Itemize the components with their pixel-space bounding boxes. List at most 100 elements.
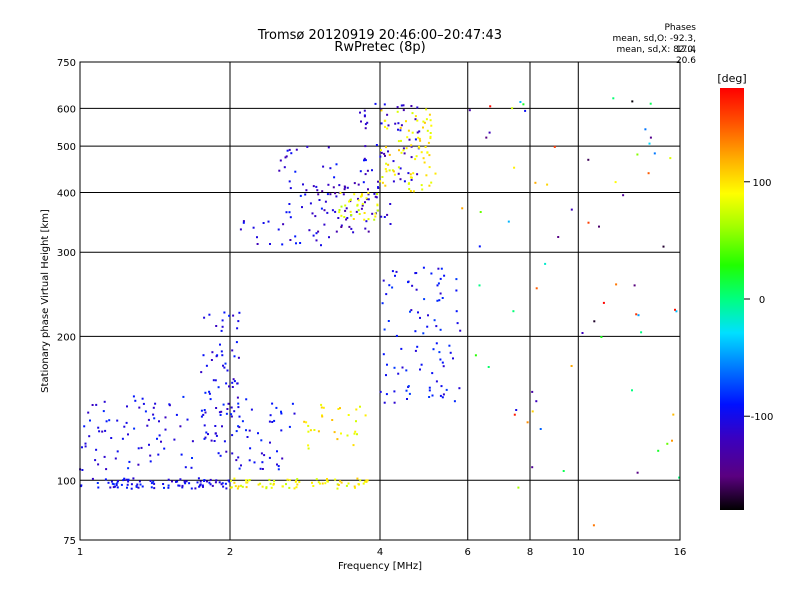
data-point	[669, 157, 672, 160]
data-point	[422, 120, 425, 123]
data-point	[317, 430, 320, 433]
data-point	[294, 170, 297, 173]
data-point	[367, 230, 370, 233]
data-point	[153, 417, 156, 420]
data-point	[88, 435, 91, 438]
data-point	[216, 354, 219, 357]
data-point	[260, 439, 263, 442]
data-point	[233, 380, 236, 383]
data-point	[285, 155, 288, 158]
data-point	[202, 413, 205, 416]
data-point	[214, 425, 217, 427]
data-point	[236, 396, 239, 399]
x-tick-label: 4	[377, 547, 383, 558]
data-point	[127, 480, 130, 483]
y-axis-ticks: 75 100 200 300 400 500 600 750	[57, 58, 76, 547]
data-point	[221, 325, 224, 328]
data-point	[411, 131, 414, 134]
data-point	[285, 211, 288, 214]
data-point	[433, 319, 436, 322]
grid-lines	[79, 61, 681, 541]
data-point	[268, 478, 271, 481]
data-point	[202, 485, 204, 488]
data-point	[512, 310, 515, 313]
data-point	[301, 206, 303, 209]
data-point	[420, 363, 423, 366]
data-point	[128, 460, 131, 463]
data-point	[191, 457, 193, 459]
data-point	[215, 325, 218, 327]
data-point	[345, 484, 348, 487]
data-point	[425, 118, 428, 121]
data-point	[388, 284, 391, 287]
data-point	[387, 150, 389, 153]
data-point	[366, 121, 369, 124]
data-point	[293, 412, 296, 415]
data-point	[455, 289, 458, 292]
data-point	[215, 434, 218, 437]
data-point	[232, 378, 235, 381]
data-point	[375, 196, 378, 199]
data-point	[353, 432, 356, 435]
data-point	[236, 382, 239, 385]
data-point	[221, 354, 224, 357]
data-point	[507, 220, 510, 223]
data-point	[134, 399, 137, 402]
data-point	[448, 344, 451, 347]
data-point	[246, 481, 249, 484]
data-point	[355, 210, 358, 213]
data-point	[132, 477, 135, 480]
data-point	[385, 293, 388, 296]
data-point	[418, 130, 421, 133]
data-point	[420, 184, 423, 187]
data-point	[414, 349, 417, 352]
data-point	[392, 180, 395, 183]
data-point	[336, 487, 339, 490]
data-point	[411, 284, 414, 287]
data-point	[393, 401, 396, 404]
data-point	[414, 272, 417, 275]
data-point	[343, 216, 346, 218]
data-point	[364, 227, 367, 230]
data-point	[376, 203, 379, 206]
data-point	[389, 203, 392, 205]
data-point	[436, 284, 439, 287]
data-point	[598, 225, 600, 228]
data-point	[213, 440, 216, 442]
y-tick-label: 750	[57, 58, 76, 69]
data-point	[317, 230, 320, 233]
data-point	[248, 429, 251, 432]
data-point	[592, 524, 595, 527]
data-point	[416, 131, 419, 134]
data-point	[410, 156, 413, 159]
data-point	[356, 204, 359, 207]
data-point	[160, 440, 162, 443]
data-point	[203, 437, 206, 440]
data-point	[405, 389, 408, 392]
data-point	[103, 400, 106, 403]
data-point	[144, 410, 147, 413]
y-tick-label: 600	[57, 104, 76, 115]
y-tick-label: 100	[57, 476, 76, 487]
data-point	[312, 234, 315, 237]
data-point	[269, 482, 272, 485]
data-point	[225, 382, 228, 385]
data-point	[231, 434, 234, 437]
data-point	[374, 212, 377, 215]
data-point	[233, 481, 236, 484]
data-point	[383, 328, 386, 331]
data-point	[209, 483, 212, 486]
data-point	[277, 228, 280, 231]
data-point	[418, 145, 420, 148]
data-point	[337, 484, 340, 486]
data-point	[635, 313, 638, 316]
data-point	[452, 357, 454, 360]
data-point	[286, 149, 289, 152]
data-point	[678, 476, 681, 479]
data-point	[485, 136, 488, 139]
data-point	[222, 403, 225, 406]
data-point	[531, 410, 534, 413]
data-point	[393, 173, 396, 176]
data-point	[295, 242, 297, 245]
data-point	[230, 413, 233, 416]
